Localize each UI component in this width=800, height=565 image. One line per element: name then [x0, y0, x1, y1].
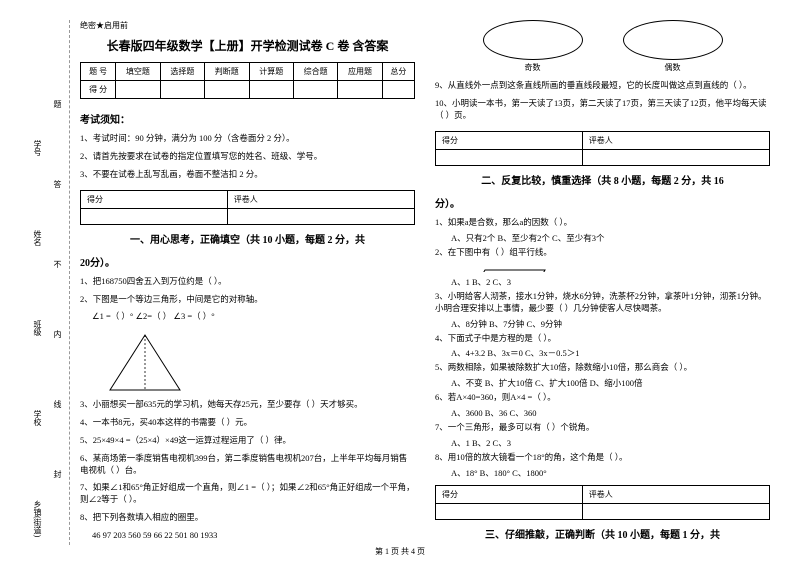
question: 5、两数相除，如果被除数扩大10倍，除数缩小10倍，那么商会（ ）。 [435, 362, 770, 374]
options: A、1 B、2 C、3 [435, 437, 770, 449]
scorebox: 得分 评卷人 [435, 485, 770, 520]
options: A、3600 B、36 C、360 [435, 407, 770, 419]
score-header: 综合题 [293, 63, 337, 81]
options: A、8分钟 B、7分钟 C、9分钟 [435, 318, 770, 330]
scorebox-label: 评卷人 [582, 131, 769, 149]
score-cell [293, 81, 337, 99]
scorebox-cell [436, 149, 583, 165]
question: 9、从直线外一点到这条直线所画的垂直线段最短，它的长度叫做这点到直线的（ ）。 [435, 80, 770, 92]
score-header: 填空题 [116, 63, 160, 81]
score-table: 题 号 填空题 选择题 判断题 计算题 综合题 应用题 总分 得 分 [80, 62, 415, 99]
scorebox-label: 得分 [436, 486, 583, 504]
question: 6、若A×40=360，则A×4 =（ ）。 [435, 392, 770, 404]
binding-mark: 封 [52, 470, 63, 478]
section-1-title: 一、用心思考，正确填空（共 10 小题，每题 2 分，共 [80, 231, 415, 246]
binding-label: 学号 [32, 140, 43, 156]
binding-label: 学校 [32, 410, 43, 426]
section-1-title-b: 20分）。 [80, 254, 415, 269]
score-row-label: 得 分 [81, 81, 116, 99]
page-footer: 第 1 页 共 4 页 [0, 546, 800, 557]
scorebox: 得分 评卷人 [435, 131, 770, 166]
question: 5、25×49×4 =（25×4）×49这一运算过程运用了（ ）律。 [80, 435, 415, 447]
score-header: 应用题 [338, 63, 382, 81]
options: A、18° B、180° C、1800° [435, 467, 770, 479]
scorebox-cell [582, 504, 769, 520]
scorebox-label: 得分 [81, 190, 228, 208]
question: 10、小明读一本书，第一天读了13页，第二天读了17页，第三天读了12页，他平均… [435, 98, 770, 122]
scorebox-label: 得分 [436, 131, 583, 149]
score-cell [205, 81, 249, 99]
exam-title: 长春版四年级数学【上册】开学检测试卷 C 卷 含答案 [80, 37, 415, 54]
section-2-title: 二、反复比较，慎重选择（共 8 小题，每题 2 分，共 16 [435, 172, 770, 187]
score-header: 题 号 [81, 63, 116, 81]
question: 2、在下图中有（ ）组平行线。 [435, 247, 770, 259]
question: 4、下面式子中是方程的是（ ）。 [435, 333, 770, 345]
question: 3、小丽想买一部635元的学习机，她每天存25元，至少要存（ ）天才够买。 [80, 399, 415, 411]
notice-item: 2、请首先按要求在试卷的指定位置填写您的姓名、班级、学号。 [80, 151, 415, 163]
question: 2、下图是一个等边三角形，中间是它的对称轴。 [80, 294, 415, 306]
options: A、4+3.2 B、3x＝0 C、3x－0.5＞1 [435, 347, 770, 359]
question: 1、如果a是合数，那么a的因数（ ）。 [435, 217, 770, 229]
notice-item: 3、不要在试卷上乱写乱画，卷面不整洁扣 2 分。 [80, 169, 415, 181]
binding-mark: 线 [52, 400, 63, 408]
odd-oval [483, 20, 583, 60]
question: 8、把下列各数填入相应的圈里。 [80, 512, 415, 524]
scorebox-label: 评卷人 [227, 190, 414, 208]
triangle-figure [100, 330, 190, 392]
score-cell [249, 81, 293, 99]
score-header: 选择题 [160, 63, 204, 81]
binding-mark: 题 [52, 100, 63, 108]
binding-mark: 答 [52, 180, 63, 188]
binding-label: 乡镇(街道) [32, 500, 43, 537]
scorebox-cell [582, 149, 769, 165]
score-cell [116, 81, 160, 99]
score-cell [382, 81, 414, 99]
scorebox-cell [81, 208, 228, 224]
score-header: 总分 [382, 63, 414, 81]
even-label: 偶数 [623, 62, 723, 73]
binding-mark: 不 [52, 260, 63, 268]
options: A、1 B、2 C、3 [435, 276, 770, 288]
binding-label: 班级 [32, 320, 43, 336]
score-cell [160, 81, 204, 99]
scorebox-cell [227, 208, 414, 224]
scorebox: 得分 评卷人 [80, 190, 415, 225]
binding-mark: 内 [52, 330, 63, 338]
notice-item: 1、考试时间：90 分钟，满分为 100 分（含卷面分 2 分）。 [80, 133, 415, 145]
question: 8、用10倍的放大镜看一个18°的角，这个角是（ ）。 [435, 452, 770, 464]
section-3-title: 三、仔细推敲，正确判断（共 10 小题，每题 1 分，共 [435, 526, 770, 541]
question: 7、如果∠1和65°角正好组成一个直角，则∠1 =（ ）；如果∠2和65°角正好… [80, 482, 415, 506]
left-column: 绝密★启用前 长春版四年级数学【上册】开学检测试卷 C 卷 含答案 题 号 填空… [80, 20, 415, 545]
score-header: 判断题 [205, 63, 249, 81]
even-oval [623, 20, 723, 60]
scorebox-cell [436, 504, 583, 520]
question: 6、某商场第一季度销售电视机399台，第二季度销售电视机207台，上半年平均每月… [80, 453, 415, 477]
binding-label: 姓名 [32, 230, 43, 246]
question: 1、把168750四舍五入到万位约是（ ）。 [80, 276, 415, 288]
secret-label: 绝密★启用前 [80, 20, 415, 31]
odd-label: 奇数 [483, 62, 583, 73]
right-column: 奇数 偶数 9、从直线外一点到这条直线所画的垂直线段最短，它的长度叫做这点到直线… [435, 20, 770, 545]
question: 7、一个三角形，最多可以有（ ）个锐角。 [435, 422, 770, 434]
binding-margin: 乡镇(街道) 学校 班级 姓名 学号 封 线 内 不 答 题 [30, 20, 70, 545]
question: 3、小明给客人沏茶，接水1分钟，烧水6分钟，洗茶杯2分钟，拿茶叶1分钟，沏茶1分… [435, 291, 770, 315]
options: A、只有2个 B、至少有2个 C、至少有3个 [435, 232, 770, 244]
question: ∠1 =（ ）° ∠2=（ ） ∠3 =（ ）° [80, 311, 415, 323]
rhombus-figure [465, 265, 555, 271]
options: A、不变 B、扩大10倍 C、扩大100倍 D、缩小100倍 [435, 377, 770, 389]
question: 4、一本书8元，买40本这样的书需要（ ）元。 [80, 417, 415, 429]
question: 46 97 203 560 59 66 22 501 80 1933 [80, 530, 415, 542]
scorebox-label: 评卷人 [582, 486, 769, 504]
ovals-group: 奇数 偶数 [435, 20, 770, 73]
score-header: 计算题 [249, 63, 293, 81]
section-2-title-b: 分）。 [435, 195, 770, 210]
notice-title: 考试须知： [80, 111, 415, 126]
score-cell [338, 81, 382, 99]
